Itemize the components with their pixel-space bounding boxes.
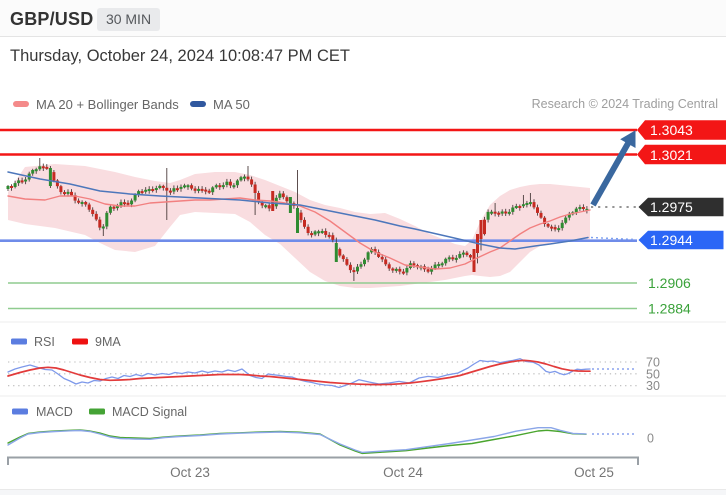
svg-text:Oct 24: Oct 24	[383, 465, 423, 480]
svg-text:MACD Signal: MACD Signal	[112, 405, 187, 419]
svg-text:MACD: MACD	[36, 405, 73, 419]
svg-text:50: 50	[646, 367, 660, 381]
svg-text:1.2906: 1.2906	[648, 275, 691, 291]
svg-text:0: 0	[647, 432, 654, 446]
svg-text:1.3043: 1.3043	[650, 122, 693, 138]
svg-text:RSI: RSI	[34, 335, 55, 349]
svg-text:70: 70	[646, 356, 660, 370]
svg-text:9MA: 9MA	[95, 335, 121, 349]
svg-text:1.3021: 1.3021	[650, 147, 693, 163]
svg-text:1.2944: 1.2944	[650, 232, 693, 248]
svg-text:Oct 23: Oct 23	[170, 465, 210, 480]
svg-text:Oct 25: Oct 25	[574, 465, 614, 480]
svg-text:30: 30	[646, 379, 660, 393]
svg-text:1.2975: 1.2975	[650, 199, 693, 215]
svg-text:1.2884: 1.2884	[648, 301, 691, 317]
